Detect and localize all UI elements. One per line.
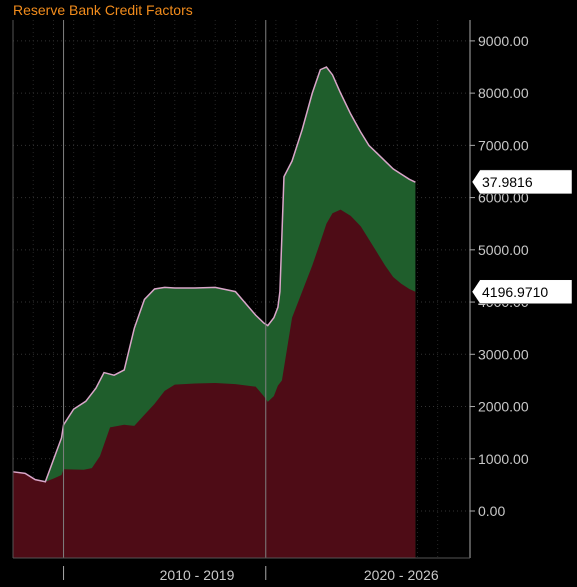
series-top-edge [12,66,416,483]
x-tick-label: 2010 - 2019 [160,567,235,583]
last-value-flag [471,279,573,305]
y-tick-label: 7000.00 [478,137,529,153]
x-tick-label: 2020 - 2026 [364,567,439,583]
y-tick-label: 2000.00 [478,399,529,415]
last-value-label: 37.9816 [482,174,533,190]
chart-title: Reserve Bank Credit Factors [13,2,193,18]
y-tick-label: 0.00 [478,503,505,519]
y-tick-label: 8000.00 [478,85,529,101]
y-tick-label: 3000.00 [478,346,529,362]
series-area-lower [13,209,416,558]
y-tick-label: 1000.00 [478,451,529,467]
last-value-flag [471,169,573,195]
y-tick-label: 9000.00 [478,33,529,49]
y-tick-label: 5000.00 [478,242,529,258]
last-value-label: 4196.9710 [482,284,548,300]
